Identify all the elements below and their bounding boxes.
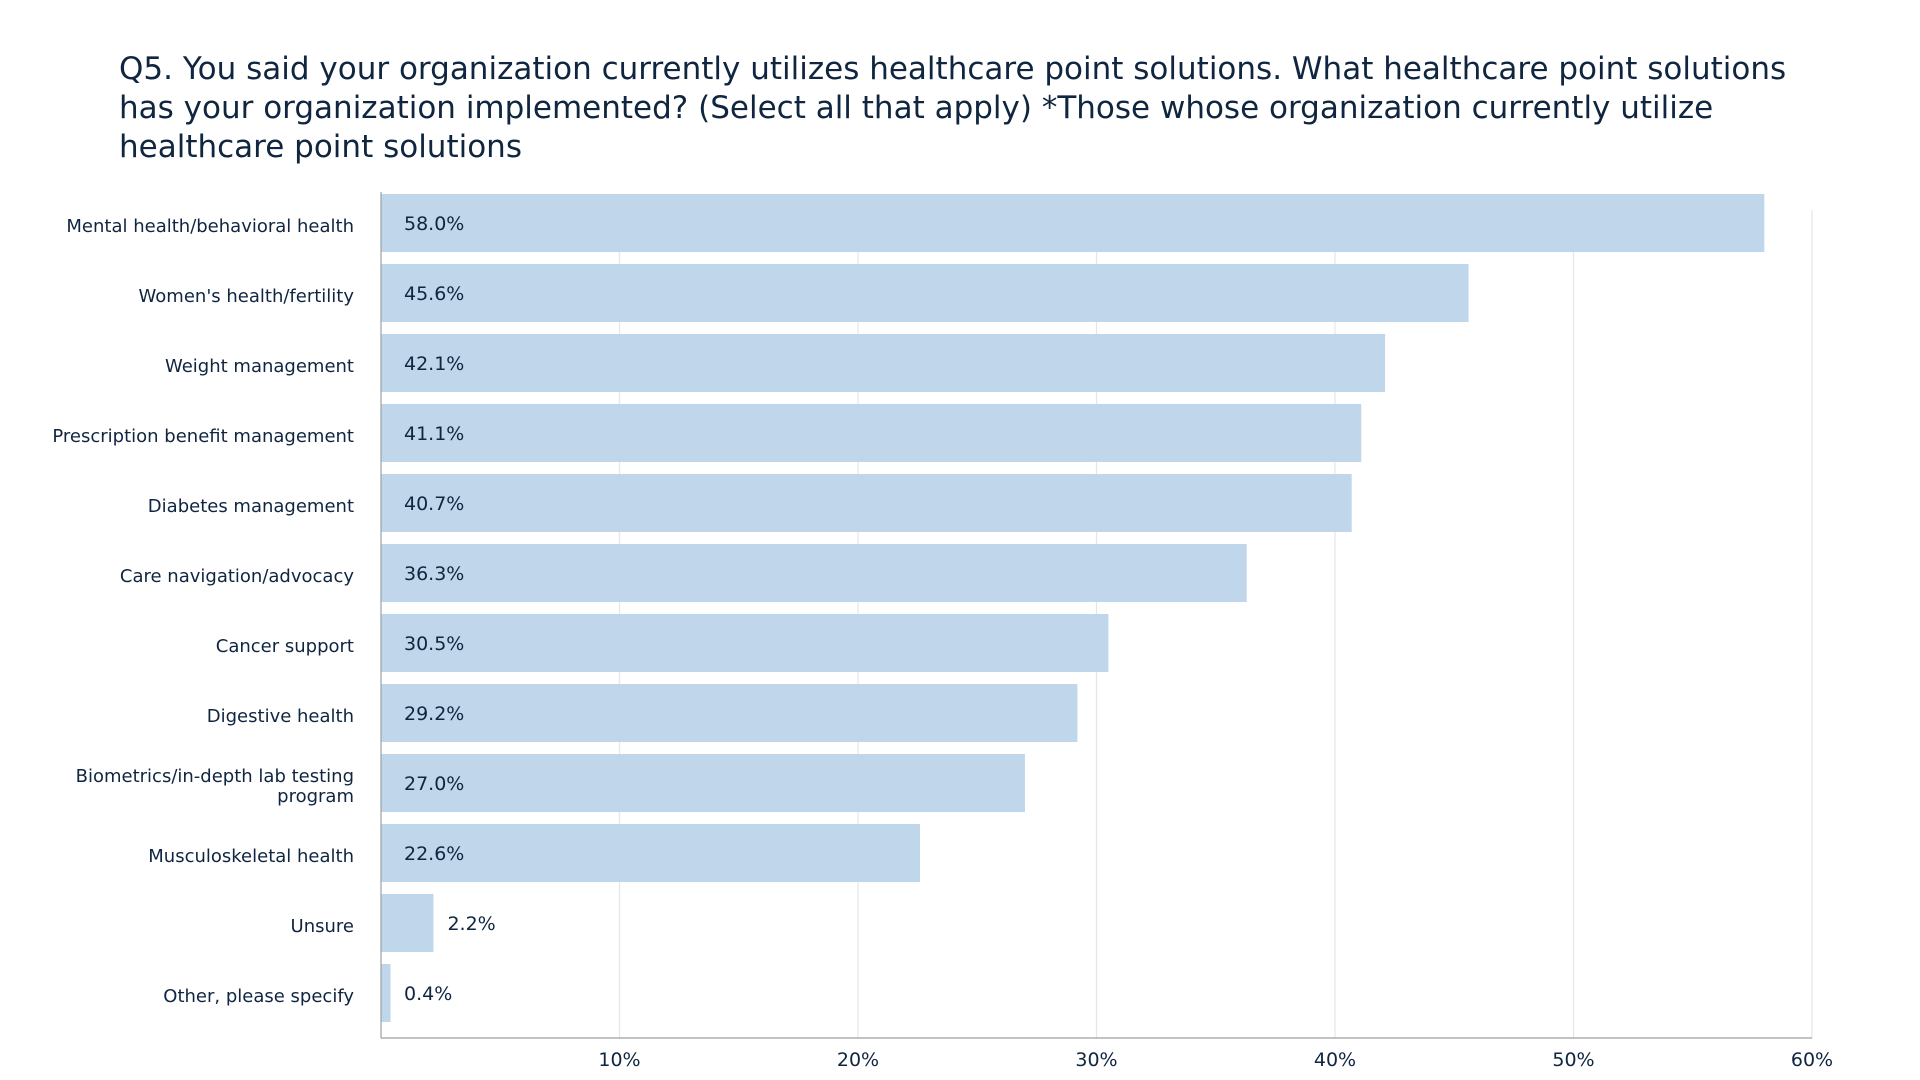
bar — [381, 614, 1109, 672]
value-label: 27.0% — [404, 773, 464, 795]
category-label: Weight management — [165, 356, 354, 377]
axes — [380, 192, 1812, 1039]
x-tick-label: 50% — [1552, 1049, 1594, 1071]
value-label: 0.4% — [404, 983, 452, 1005]
x-tick-label: 60% — [1791, 1049, 1833, 1071]
category-label: Prescription benefit management — [52, 426, 354, 447]
value-label: 42.1% — [404, 353, 464, 375]
value-label: 22.6% — [404, 843, 464, 865]
category-label: Cancer support — [216, 636, 354, 657]
value-label: 45.6% — [404, 283, 464, 305]
x-tick-label: 30% — [1075, 1049, 1117, 1071]
category-label: Women's health/fertility — [139, 286, 355, 307]
value-label: 2.2% — [447, 913, 495, 935]
value-label: 58.0% — [404, 213, 464, 235]
category-label: Mental health/behavioral health — [66, 216, 354, 237]
category-label: Other, please specify — [163, 986, 354, 1007]
category-label: Diabetes management — [148, 496, 354, 517]
value-label: 29.2% — [404, 703, 464, 725]
category-label: Musculoskeletal health — [148, 846, 354, 867]
bar — [381, 824, 921, 882]
x-tick-label: 10% — [598, 1049, 640, 1071]
bar — [381, 404, 1362, 462]
category-label: Unsure — [291, 916, 354, 937]
value-label: 40.7% — [404, 493, 464, 515]
value-label: 36.3% — [404, 563, 464, 585]
bar — [381, 894, 434, 952]
category-label: Digestive health — [207, 706, 354, 727]
labels: 10% 20% 30% 40% 50% 60% 58.0% Mental health/beh… — [52, 213, 1833, 1071]
x-tick-label: 20% — [837, 1049, 879, 1071]
x-tick-label: 40% — [1314, 1049, 1356, 1071]
value-label: 41.1% — [404, 423, 464, 445]
bar — [381, 194, 1765, 252]
bar — [381, 754, 1025, 812]
bar — [381, 964, 391, 1022]
category-label: Biometrics/in-depth lab testing program — [76, 766, 354, 807]
value-label: 30.5% — [404, 633, 464, 655]
bar — [381, 474, 1352, 532]
chart-title: Q5. You said your organization currently… — [119, 51, 1787, 165]
bar — [381, 684, 1078, 742]
bar — [381, 544, 1247, 602]
bar — [381, 264, 1469, 322]
category-label: Care navigation/advocacy — [120, 566, 354, 587]
bars — [381, 194, 1765, 1022]
bar — [381, 334, 1386, 392]
